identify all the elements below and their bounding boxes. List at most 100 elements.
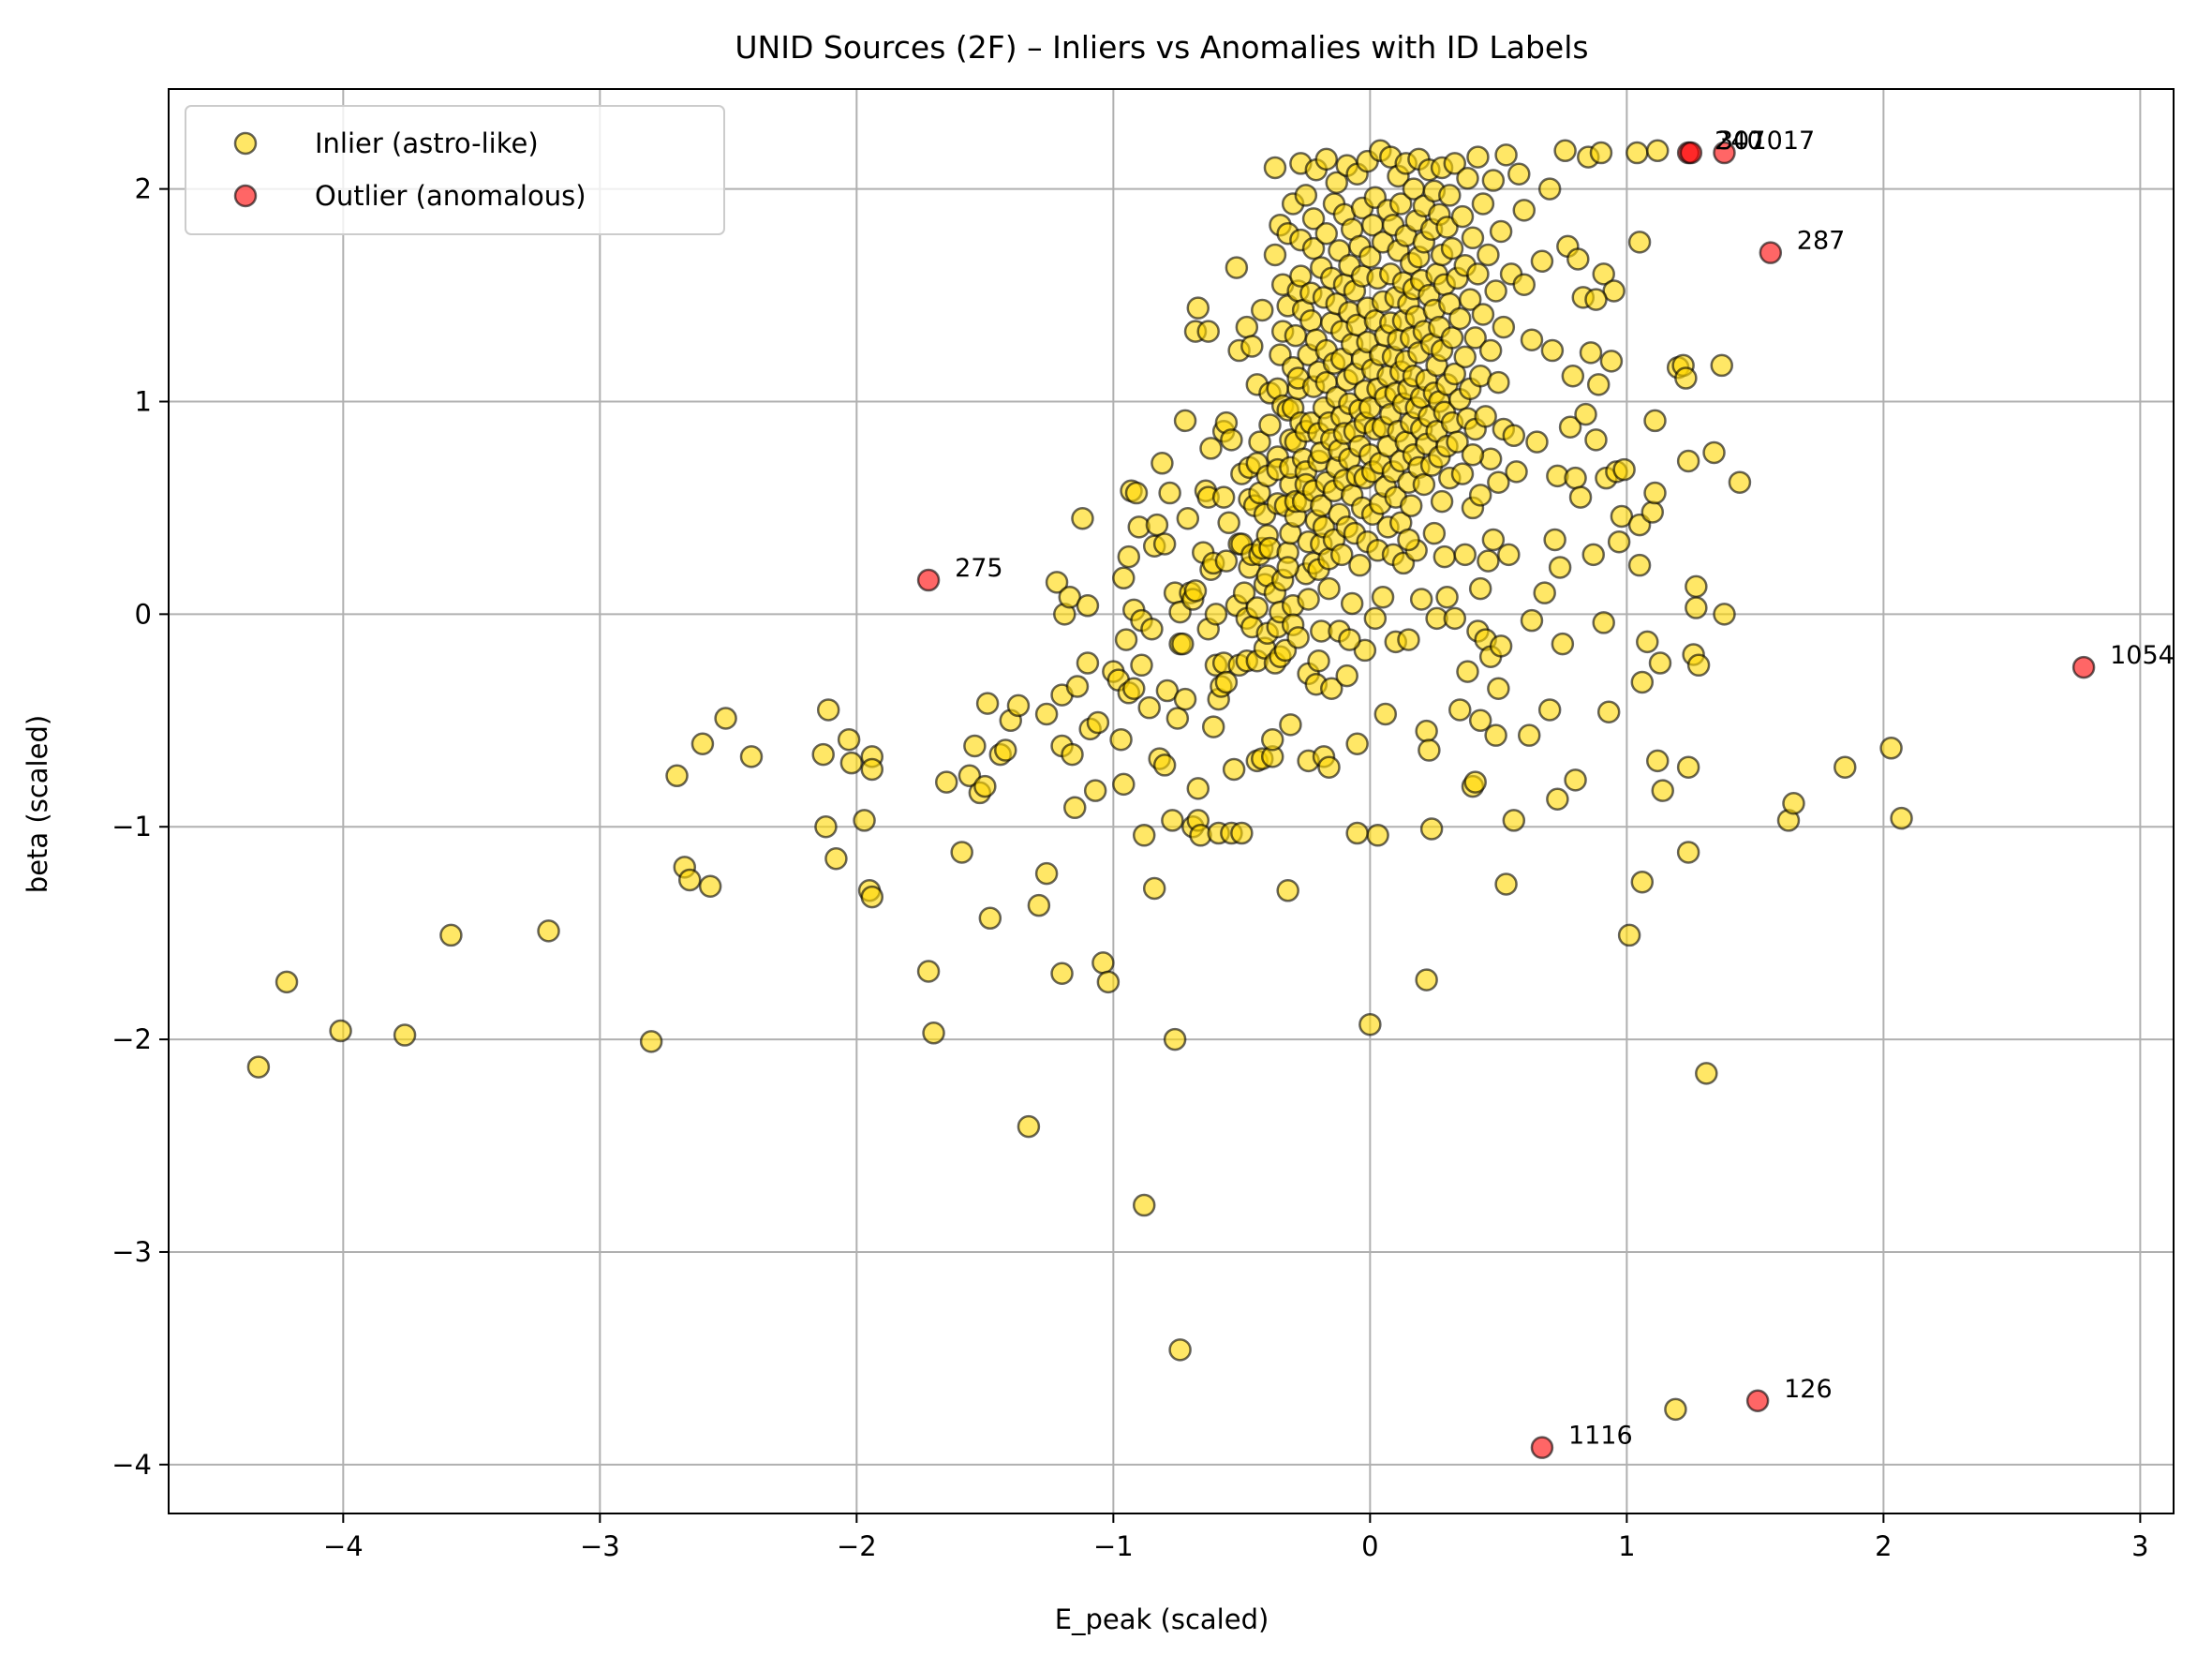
plot-frame <box>168 88 2175 1514</box>
inlier-point <box>824 847 848 871</box>
outlier-id-label: 275 <box>955 554 1003 583</box>
inlier-point <box>1471 192 1495 216</box>
inlier-point <box>1713 603 1736 626</box>
outlier-point <box>2071 655 2096 679</box>
y-tick-label: −3 <box>111 1236 152 1268</box>
inlier-point <box>1461 442 1485 467</box>
inlier-point <box>1507 162 1531 186</box>
legend-label-inlier: Inlier (astro-like) <box>315 127 539 159</box>
outlier-point <box>1759 241 1783 264</box>
inlier-point <box>860 757 884 782</box>
inlier-point <box>1091 951 1115 975</box>
inlier-point <box>1142 876 1166 901</box>
inlier-point <box>1599 350 1624 373</box>
inlier-point <box>1109 727 1133 752</box>
inlier-point <box>1674 366 1698 390</box>
inlier-point <box>1537 177 1562 201</box>
inlier-point <box>1329 543 1354 567</box>
inlier-point <box>1440 236 1464 261</box>
inlier-point <box>1533 581 1556 604</box>
inlier-point <box>1492 315 1516 339</box>
inlier-point <box>1530 249 1554 274</box>
inlier-point <box>1186 296 1210 320</box>
inlier-point <box>1433 544 1457 569</box>
inlier-point <box>1214 670 1239 694</box>
y-tick-label: −2 <box>111 1023 152 1055</box>
inlier-point <box>1487 677 1510 701</box>
inlier-point <box>739 745 764 768</box>
inlier-point <box>1481 528 1506 552</box>
inlier-point <box>1685 574 1708 599</box>
inlier-point <box>1584 288 1608 311</box>
inlier-point <box>1702 440 1726 465</box>
inlier-point <box>1574 402 1597 426</box>
inlier-point <box>1645 139 1670 163</box>
inlier-point <box>1258 413 1282 437</box>
inlier-point <box>1543 528 1566 552</box>
inlier-point <box>1151 452 1174 475</box>
inlier-point <box>1358 396 1382 420</box>
inlier-point <box>1626 141 1649 165</box>
inlier-point <box>1418 738 1441 762</box>
inlier-point <box>1438 184 1462 207</box>
inlier-point <box>1124 481 1149 505</box>
inlier-point <box>1412 472 1436 497</box>
inlier-point <box>1415 968 1438 992</box>
inlier-point <box>1096 970 1121 994</box>
inlier-point <box>860 885 884 909</box>
inlier-point <box>714 707 737 730</box>
inlier-point <box>665 764 689 788</box>
inlier-point <box>1468 708 1492 733</box>
legend-marker-inlier <box>233 131 258 156</box>
inlier-point <box>1211 485 1236 509</box>
inlier-point <box>1685 596 1708 619</box>
x-axis-ticks: −4 −3 −2 −1 0 1 2 3 <box>323 1513 2149 1562</box>
inlier-point <box>958 764 982 788</box>
x-tick-label: −3 <box>580 1530 620 1562</box>
inlier-point <box>1137 695 1161 720</box>
inlier-point <box>1728 470 1752 494</box>
inlier-point <box>1617 923 1641 947</box>
inlier-point <box>1122 677 1146 701</box>
inlier-point <box>1132 1193 1156 1217</box>
inlier-point <box>1553 139 1577 163</box>
chart-title: UNID Sources (2F) – Inliers vs Anomalies… <box>735 29 1588 66</box>
inlier-point <box>1551 632 1575 656</box>
inlier-point <box>1307 649 1330 673</box>
inlier-point <box>1890 806 1913 830</box>
inlier-point <box>1204 603 1228 626</box>
inlier-point <box>1062 796 1087 820</box>
inlier-point <box>1301 236 1326 261</box>
inlier-point <box>1076 651 1100 675</box>
inlier-point <box>1061 742 1084 767</box>
x-tick-label: 0 <box>1361 1530 1378 1562</box>
inlier-point <box>1664 1397 1687 1422</box>
inlier-point <box>1487 370 1510 395</box>
inlier-point <box>1448 306 1472 331</box>
inlier-point <box>1468 484 1492 507</box>
outlier-id-label: 307 <box>1717 127 1766 156</box>
inlier-point <box>1006 693 1031 718</box>
inlier-point <box>1564 768 1587 792</box>
inlier-point <box>839 751 864 775</box>
inlier-point <box>1448 698 1472 722</box>
inlier-point <box>811 742 835 767</box>
inlier-point <box>1220 428 1243 452</box>
inlier-point <box>1183 579 1208 603</box>
inlier-point <box>963 734 987 758</box>
inlier-point <box>1314 147 1339 171</box>
inlier-point <box>1168 1338 1192 1362</box>
inlier-point <box>677 868 702 892</box>
inlier-point <box>1419 817 1444 841</box>
inlier-point <box>1497 543 1521 567</box>
inlier-point <box>1540 338 1565 363</box>
inlier-point <box>1643 481 1667 505</box>
inlier-point <box>1317 755 1341 779</box>
inlier-point <box>1348 553 1372 577</box>
inlier-point <box>1676 755 1700 779</box>
inlier-point <box>1171 632 1195 656</box>
inlier-point <box>837 727 861 752</box>
inlier-point <box>1579 341 1603 365</box>
